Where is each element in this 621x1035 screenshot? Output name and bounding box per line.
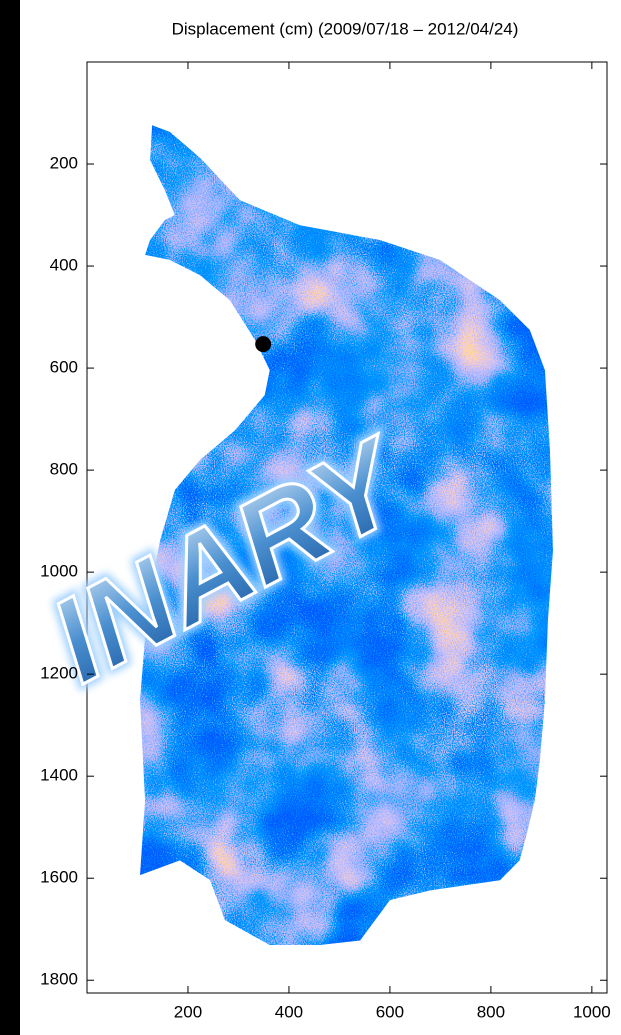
x-tick-label: 200 — [174, 1002, 202, 1021]
x-tick-label: 800 — [477, 1002, 505, 1021]
x-tick-label: 600 — [376, 1002, 404, 1021]
left-strip — [0, 0, 20, 1035]
marker-point — [255, 336, 272, 353]
x-tick-label: 400 — [275, 1002, 303, 1021]
y-tick-label: 1200 — [40, 664, 78, 683]
y-tick-label: 1800 — [40, 970, 78, 989]
y-tick-label: 400 — [50, 256, 78, 275]
x-tick-label: 1000 — [573, 1002, 611, 1021]
y-tick-label: 800 — [50, 460, 78, 479]
displacement-region — [140, 125, 553, 946]
y-tick-label: 600 — [50, 358, 78, 377]
y-tick-label: 1400 — [40, 766, 78, 785]
chart-title: Displacement (cm) (2009/07/18 – 2012/04/… — [172, 19, 519, 38]
y-tick-label: 200 — [50, 154, 78, 173]
y-tick-label: 1600 — [40, 868, 78, 887]
plot-area — [140, 125, 553, 946]
y-tick-label: 1000 — [40, 562, 78, 581]
axes-frame — [86, 61, 608, 994]
